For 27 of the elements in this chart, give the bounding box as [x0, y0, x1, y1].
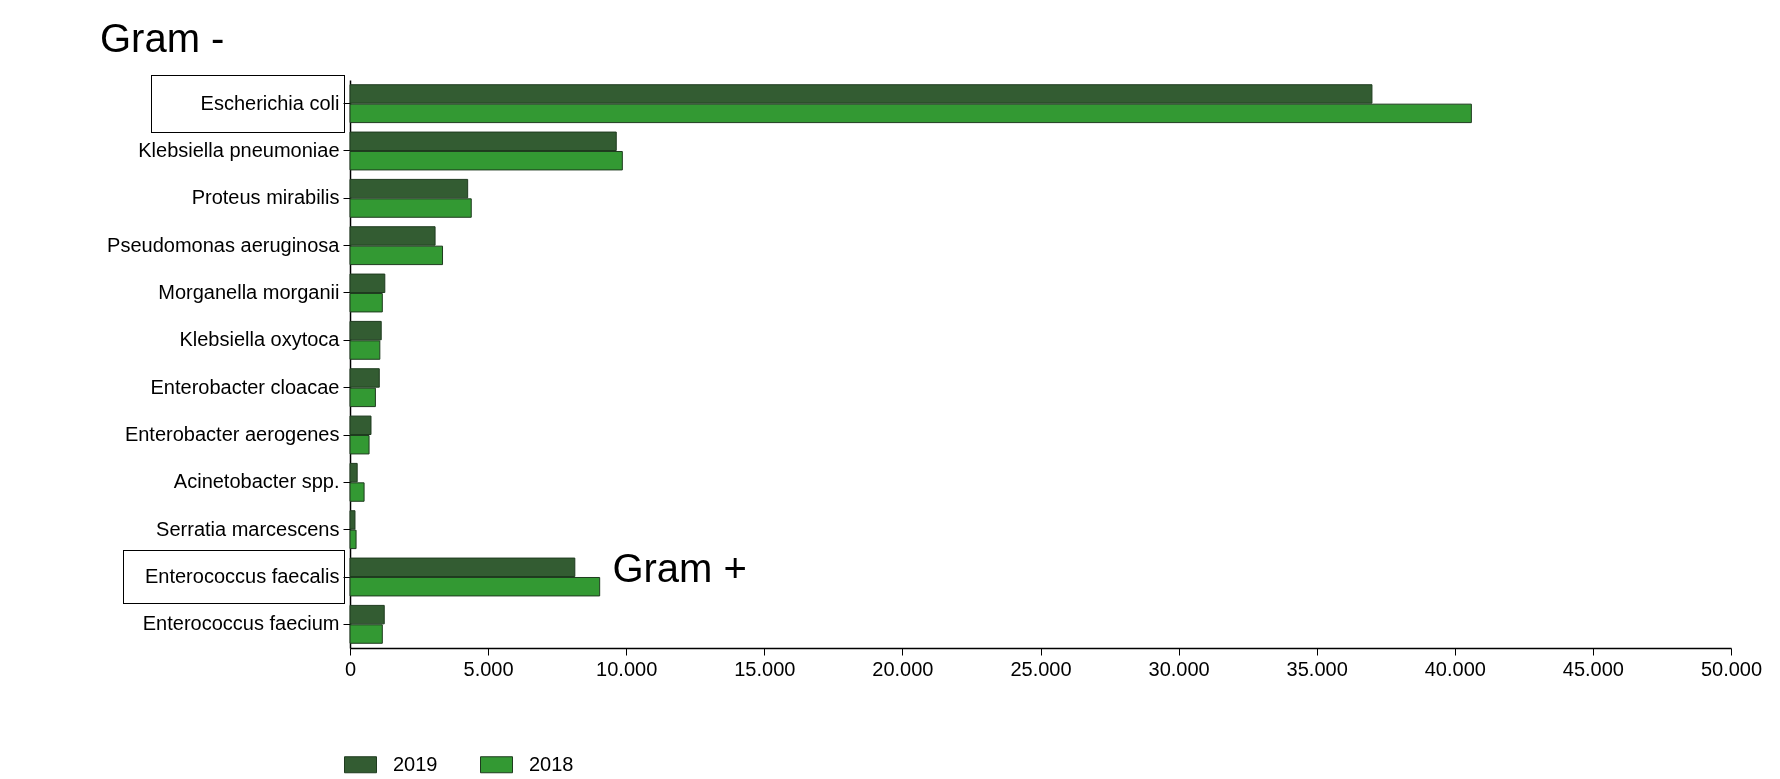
- legend-label: 2018: [529, 752, 574, 775]
- y-tick-label: Enterobacter aerogenes: [124, 423, 340, 445]
- y-tick-label: Klebsiella oxytoca: [179, 328, 341, 351]
- y-tick-label: Enterococcus faecium: [142, 612, 340, 635]
- legend-label: 2019: [393, 752, 438, 775]
- x-tick-label: 30.000: [1148, 657, 1210, 680]
- x-tick-label: 20.000: [872, 657, 934, 680]
- x-tick-label: 45.000: [1562, 657, 1624, 680]
- x-tick-label: 15.000: [734, 657, 796, 680]
- x-tick-label: 0: [344, 657, 357, 680]
- text: Gram -: [100, 16, 225, 60]
- x-tick-label: 40.000: [1424, 657, 1486, 680]
- x-tick-label: 50.000: [1700, 657, 1763, 680]
- x-tick-label: 35.000: [1286, 657, 1348, 680]
- y-tick-label: Enterobacter cloacae: [150, 375, 340, 398]
- x-tick-label: 5.000: [463, 657, 514, 680]
- y-tick-label: Enterococcus faecalis: [144, 565, 340, 587]
- y-tick-label: Escherichia coli: [200, 91, 340, 114]
- y-tick-label: Pseudomonas aeruginosa: [107, 233, 341, 256]
- y-tick-label: Morganella morganii: [158, 281, 340, 303]
- y-tick-label: Acinetobacter spp.: [173, 470, 340, 493]
- x-tick-label: 25.000: [1010, 657, 1072, 680]
- y-tick-label: Proteus mirabilis: [191, 186, 340, 209]
- x-tick-label: 10.000: [596, 657, 658, 680]
- y-tick-label: Serratia marcescens: [156, 517, 340, 540]
- annotation: Gram +: [612, 546, 747, 591]
- y-tick-label: Klebsiella pneumoniae: [138, 139, 340, 161]
